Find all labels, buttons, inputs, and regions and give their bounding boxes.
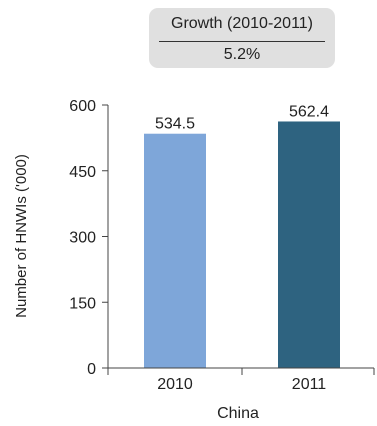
y-tick-label: 0	[87, 361, 96, 378]
y-tick-label: 300	[69, 230, 96, 247]
y-axis-label: Number of HNWIs ('000)	[13, 154, 30, 318]
bar-2011	[278, 121, 340, 369]
growth-label: Growth (2010-2011)	[171, 15, 313, 32]
y-tick-label: 150	[69, 295, 96, 312]
growth-value: 5.2%	[223, 46, 261, 63]
x-tick-label: 2011	[292, 376, 327, 393]
bar-value-label: 534.5	[155, 116, 195, 133]
x-tick-label: 2010	[157, 376, 193, 393]
bars: 534.5 562.4	[144, 103, 340, 369]
bar-value-label: 562.4	[289, 103, 329, 120]
bar-2010	[144, 133, 206, 368]
growth-divider	[159, 41, 325, 42]
y-axis: 0 150 300 450 600	[69, 98, 109, 378]
y-tick-label: 450	[69, 164, 96, 181]
y-tick-label: 600	[69, 98, 96, 115]
x-axis: 2010 2011	[107, 367, 375, 393]
growth-callout: Growth (2010-2011) 5.2%	[149, 8, 335, 68]
x-axis-label: China	[217, 405, 259, 422]
